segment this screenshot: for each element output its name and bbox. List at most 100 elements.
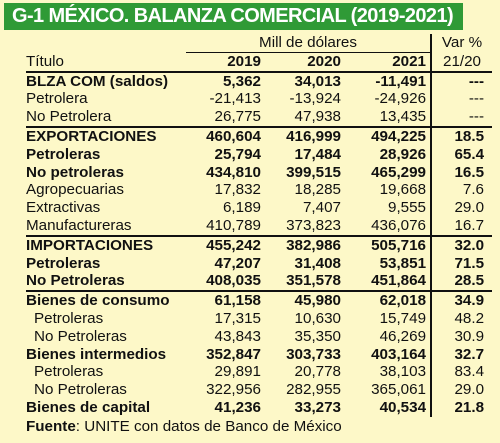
value-2020: 18,285: [294, 181, 341, 199]
value-2019: 43,843: [214, 327, 261, 345]
value-2021: 46,269: [379, 327, 427, 345]
value-2020: 47,938: [294, 108, 341, 126]
value-var: ---: [430, 108, 493, 127]
table-row: No Petrolera 26,775 47,938 13,435 ---: [26, 108, 493, 127]
value-2021: 13,435: [379, 108, 427, 126]
value-2021: 436,076: [371, 216, 427, 234]
value-2019: 460,604: [186, 125, 265, 146]
row-label: Petroleras: [26, 254, 101, 272]
table-row: Petroleras 17,315 10,630 15,749 48.2: [26, 309, 493, 328]
value-var: 65.4: [430, 145, 493, 164]
var-period: 21/20: [430, 52, 493, 72]
row-label: BLZA COM (saldos): [26, 70, 186, 91]
value-2021: 403,164: [371, 345, 427, 363]
value-2020: 31,408: [294, 254, 341, 272]
value-2020: 45,980: [265, 290, 345, 310]
value-var: ---: [430, 70, 493, 91]
unit-label: Mill de dólares: [186, 34, 432, 53]
value-2019: 26,775: [214, 108, 261, 126]
page-title: G-1 MÉXICO. BALANZA COMERCIAL (2019-2021…: [4, 3, 464, 30]
var-label: Var %: [430, 34, 493, 53]
value-2019: 5,362: [186, 70, 265, 91]
value-var: 83.4: [430, 363, 493, 382]
value-2021: 9,555: [388, 199, 427, 217]
value-2019: 61,158: [186, 290, 265, 310]
value-2020: 373,823: [286, 216, 341, 234]
value-var: 7.6: [430, 181, 493, 200]
value-2020: 416,999: [265, 125, 345, 146]
row-label: Manufactureras: [26, 216, 132, 234]
table-row: Extractivas 6,189 7,407 9,555 29.0: [26, 199, 493, 217]
year-2021: 2021: [392, 52, 427, 70]
table-row: Agropecuarias 17,832 18,285 19,668 7.6: [26, 181, 493, 200]
table-row: Petroleras 47,207 31,408 53,851 71.5: [26, 254, 493, 273]
value-2019: 41,236: [214, 398, 261, 416]
row-label: No Petroleras: [34, 327, 127, 345]
value-2020: 33,273: [294, 398, 341, 416]
value-2019: 17,315: [214, 309, 261, 327]
value-2019: 25,794: [214, 145, 261, 163]
table-row: Bienes intermedios 352,847 303,733 403,164 3…: [26, 345, 493, 364]
row-label: No Petrolera: [26, 108, 112, 126]
value-2020: 10,630: [294, 309, 341, 327]
value-var: 34.9: [430, 290, 493, 310]
table-row: IMPORTACIONES 455,242 382,986 505,716 32.0: [26, 234, 493, 255]
value-var: 32.0: [430, 234, 493, 255]
value-2020: 34,013: [265, 70, 345, 91]
row-label: Extractivas: [26, 199, 101, 217]
value-2021: 505,716: [345, 234, 432, 255]
table-row: No Petroleras 322,956 282,955 365,061 29.0: [26, 381, 493, 399]
value-2019: 410,789: [206, 216, 261, 234]
value-2019: 47,207: [214, 254, 261, 272]
value-2020: 35,350: [294, 327, 341, 345]
row-label: Petroleras: [34, 309, 104, 327]
value-var: 29.0: [430, 381, 493, 399]
header-row-unit: Mill de dólares Var %: [26, 34, 493, 53]
value-2019: 322,956: [206, 381, 261, 399]
value-2021: 38,103: [379, 363, 427, 381]
table-row: Bienes de capital 41,236 33,273 40,534 21.8: [26, 398, 493, 417]
value-2020: 303,733: [286, 345, 341, 363]
row-label: Petroleras: [34, 363, 104, 381]
value-2020: 282,955: [286, 381, 341, 399]
value-2021: 62,018: [345, 290, 432, 310]
table-row: Petroleras 25,794 17,484 28,926 65.4: [26, 145, 493, 164]
value-2021: 465,299: [371, 163, 427, 181]
value-2019: 17,832: [214, 181, 261, 199]
value-var: ---: [430, 90, 493, 109]
table-row: Petrolera -21,413 -13,924 -24,926 ---: [26, 90, 493, 109]
value-2021: -11,491: [345, 70, 432, 91]
row-label-header: Título: [26, 52, 64, 70]
value-2021: 365,061: [371, 381, 427, 399]
table-row: No Petroleras 43,843 35,350 46,269 30.9: [26, 327, 493, 346]
title-bar: G-1 MÉXICO. BALANZA COMERCIAL (2019-2021…: [0, 0, 500, 34]
row-label: Bienes intermedios: [26, 345, 167, 363]
value-2020: 17,484: [294, 145, 341, 163]
source-label: Fuente: [26, 418, 76, 435]
table-row: No petroleras 434,810 399,515 465,299 16.5: [26, 163, 493, 182]
value-2019: -21,413: [209, 90, 261, 108]
value-2021: 15,749: [379, 309, 427, 327]
trade-balance-table: Mill de dólares Var % Título 2019 2020 2…: [26, 34, 493, 417]
value-var: 32.7: [430, 345, 493, 364]
value-2020: 399,515: [286, 163, 341, 181]
row-label: Petroleras: [26, 145, 101, 163]
year-2019: 2019: [227, 52, 261, 70]
value-2021: -24,926: [374, 90, 427, 108]
value-2020: 7,407: [302, 199, 341, 217]
row-label: No Petroleras: [26, 272, 125, 290]
value-var: 28.5: [430, 272, 493, 292]
value-2019: 434,810: [206, 163, 261, 181]
table-row: EXPORTACIONES 460,604 416,999 494,225 18.5: [26, 125, 493, 146]
value-2020: 20,778: [294, 363, 341, 381]
value-var: 29.0: [430, 199, 493, 217]
value-2021: 40,534: [379, 398, 427, 416]
value-var: 30.9: [430, 327, 493, 346]
row-label: Agropecuarias: [26, 181, 124, 199]
value-2020: -13,924: [289, 90, 341, 108]
source-text: : UNITE con datos de Banco de México: [75, 418, 342, 435]
table-row: Petroleras 29,891 20,778 38,103 83.4: [26, 363, 493, 382]
table-row: Bienes de consumo 61,158 45,980 62,018 34.9: [26, 290, 493, 310]
value-2019: 6,189: [222, 199, 261, 217]
